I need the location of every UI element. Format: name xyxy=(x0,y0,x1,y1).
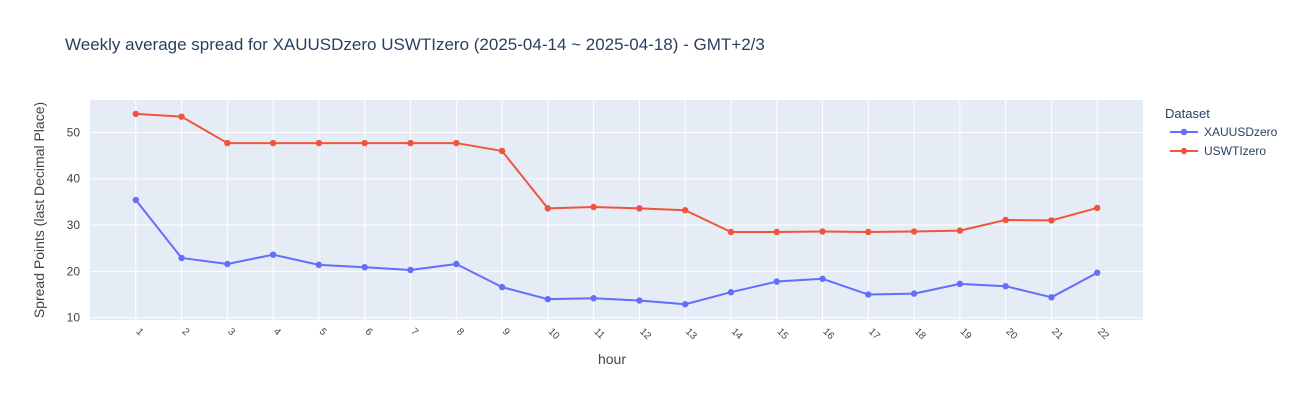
y-axis: 10 20 30 40 50 xyxy=(67,125,81,324)
x-axis-title: hour xyxy=(598,351,626,367)
x-tick-label: 22 xyxy=(1095,326,1111,342)
data-point-xauusdzero xyxy=(1094,269,1101,276)
x-axis: 1 2 3 4 5 6 7 8 9 10 11 12 13 14 15 16 17 18 19 20 21 22 xyxy=(134,326,1111,342)
x-tick-label: 3 xyxy=(225,326,237,338)
legend-item-uswtizero[interactable]: USWTIzero xyxy=(1170,144,1266,158)
data-point-xauusdzero xyxy=(407,266,414,274)
x-tick-label: 14 xyxy=(729,326,745,342)
data-point-xauusdzero xyxy=(727,289,735,296)
data-point-uswtizero xyxy=(910,228,918,235)
data-point-uswtizero xyxy=(865,228,872,236)
x-tick-label: 5 xyxy=(317,326,329,338)
series-line-uswtizero xyxy=(135,112,1098,233)
x-tick-label: 12 xyxy=(637,326,653,342)
x-tick-label: 18 xyxy=(912,326,928,342)
data-point-uswtizero xyxy=(544,205,552,212)
x-tick-label: 2 xyxy=(179,326,191,338)
data-point-xauusdzero xyxy=(269,251,277,258)
legend-marker xyxy=(1180,128,1188,136)
data-point-xauusdzero xyxy=(453,260,460,268)
x-tick-label: 11 xyxy=(591,326,606,341)
y-tick-label: 40 xyxy=(67,172,81,186)
x-tick-label: 13 xyxy=(683,326,699,342)
data-point-xauusdzero xyxy=(498,283,506,291)
data-point-xauusdzero xyxy=(910,290,918,297)
data-point-xauusdzero xyxy=(132,196,139,204)
data-point-uswtizero xyxy=(590,203,597,211)
x-tick-label: 21 xyxy=(1049,326,1065,342)
data-point-uswtizero xyxy=(636,205,643,212)
data-point-uswtizero xyxy=(1048,217,1055,224)
chart-title: Weekly average spread for XAUUSDzero USW… xyxy=(65,35,765,54)
data-point-uswtizero xyxy=(407,139,414,147)
x-tick-label: 7 xyxy=(408,326,420,338)
data-point-uswtizero xyxy=(498,147,506,155)
legend-title: Dataset xyxy=(1165,106,1210,121)
data-point-xauusdzero xyxy=(1048,294,1055,301)
data-point-xauusdzero xyxy=(1002,282,1009,290)
data-point-xauusdzero xyxy=(773,278,780,285)
data-point-uswtizero xyxy=(727,228,735,236)
legend[interactable]: Dataset XAUUSDzero USWTIzero xyxy=(1165,106,1278,158)
x-tick-label: 19 xyxy=(958,326,974,342)
legend-marker xyxy=(1180,147,1188,155)
x-tick-label: 15 xyxy=(775,326,791,342)
data-point-xauusdzero xyxy=(865,291,872,298)
data-point-uswtizero xyxy=(269,139,277,147)
legend-item-xauusdzero[interactable]: XAUUSDzero xyxy=(1170,125,1278,139)
x-tick-label: 20 xyxy=(1004,326,1020,342)
x-tick-label: 4 xyxy=(271,326,283,338)
y-tick-label: 20 xyxy=(67,264,81,278)
data-point-uswtizero xyxy=(132,110,139,118)
data-point-xauusdzero xyxy=(178,254,185,262)
data-point-uswtizero xyxy=(681,207,689,214)
data-point-uswtizero xyxy=(453,139,460,147)
plot-background xyxy=(90,100,1143,320)
data-point-xauusdzero xyxy=(544,295,552,303)
data-point-xauusdzero xyxy=(636,297,643,304)
data-point-uswtizero xyxy=(1002,216,1009,224)
data-point-xauusdzero xyxy=(819,275,826,282)
data-point-xauusdzero xyxy=(361,264,368,271)
data-point-uswtizero xyxy=(224,139,231,147)
data-point-xauusdzero xyxy=(681,301,689,308)
data-point-uswtizero xyxy=(819,228,826,235)
x-tick-label: 16 xyxy=(820,326,836,342)
series-layer xyxy=(132,110,1101,308)
x-tick-label: 17 xyxy=(866,326,882,342)
y-tick-label: 50 xyxy=(67,125,81,139)
x-tick-label: 6 xyxy=(363,326,375,338)
series-line-xauusdzero xyxy=(134,199,1098,306)
legend-label: XAUUSDzero xyxy=(1204,125,1278,139)
data-point-uswtizero xyxy=(361,139,368,147)
data-point-uswtizero xyxy=(773,228,780,236)
data-point-xauusdzero xyxy=(224,260,231,268)
y-axis-title: Spread Points (last Decimal Place) xyxy=(31,102,47,318)
data-point-xauusdzero xyxy=(590,295,597,302)
x-tick-label: 10 xyxy=(546,326,562,342)
data-point-uswtizero xyxy=(1094,204,1101,212)
data-point-xauusdzero xyxy=(315,261,323,269)
data-point-uswtizero xyxy=(178,113,185,120)
data-point-xauusdzero xyxy=(956,280,964,288)
data-point-uswtizero xyxy=(956,227,964,234)
data-point-uswtizero xyxy=(315,139,323,147)
y-tick-label: 30 xyxy=(67,218,81,232)
x-tick-label: 9 xyxy=(500,326,512,338)
x-tick-label: 8 xyxy=(454,326,466,338)
y-tick-label: 10 xyxy=(67,311,81,325)
x-tick-label: 1 xyxy=(134,326,146,338)
legend-label: USWTIzero xyxy=(1204,144,1266,158)
